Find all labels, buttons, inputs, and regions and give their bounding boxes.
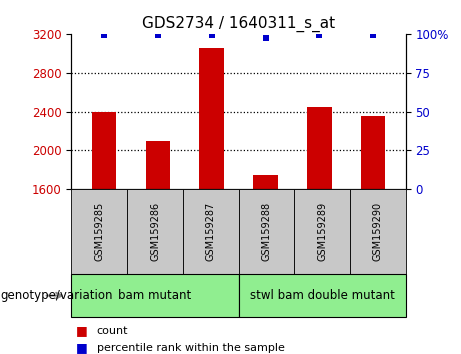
Bar xyxy=(200,48,224,189)
Text: genotype/variation: genotype/variation xyxy=(0,289,112,302)
Text: GSM159286: GSM159286 xyxy=(150,202,160,262)
Text: count: count xyxy=(97,326,128,336)
Bar xyxy=(92,112,116,189)
Text: ■: ■ xyxy=(76,341,88,354)
Bar xyxy=(146,141,170,189)
Text: GSM159285: GSM159285 xyxy=(95,202,104,262)
Text: ■: ■ xyxy=(76,325,88,337)
Text: bam mutant: bam mutant xyxy=(118,289,192,302)
Text: GSM159289: GSM159289 xyxy=(317,202,327,262)
Title: GDS2734 / 1640311_s_at: GDS2734 / 1640311_s_at xyxy=(142,16,335,32)
Text: percentile rank within the sample: percentile rank within the sample xyxy=(97,343,285,353)
Bar xyxy=(307,107,331,189)
Text: GSM159290: GSM159290 xyxy=(373,202,383,262)
Bar xyxy=(361,116,385,189)
Bar xyxy=(254,175,278,189)
Text: GSM159287: GSM159287 xyxy=(206,202,216,262)
Text: GSM159288: GSM159288 xyxy=(261,202,272,262)
Text: stwl bam double mutant: stwl bam double mutant xyxy=(250,289,395,302)
